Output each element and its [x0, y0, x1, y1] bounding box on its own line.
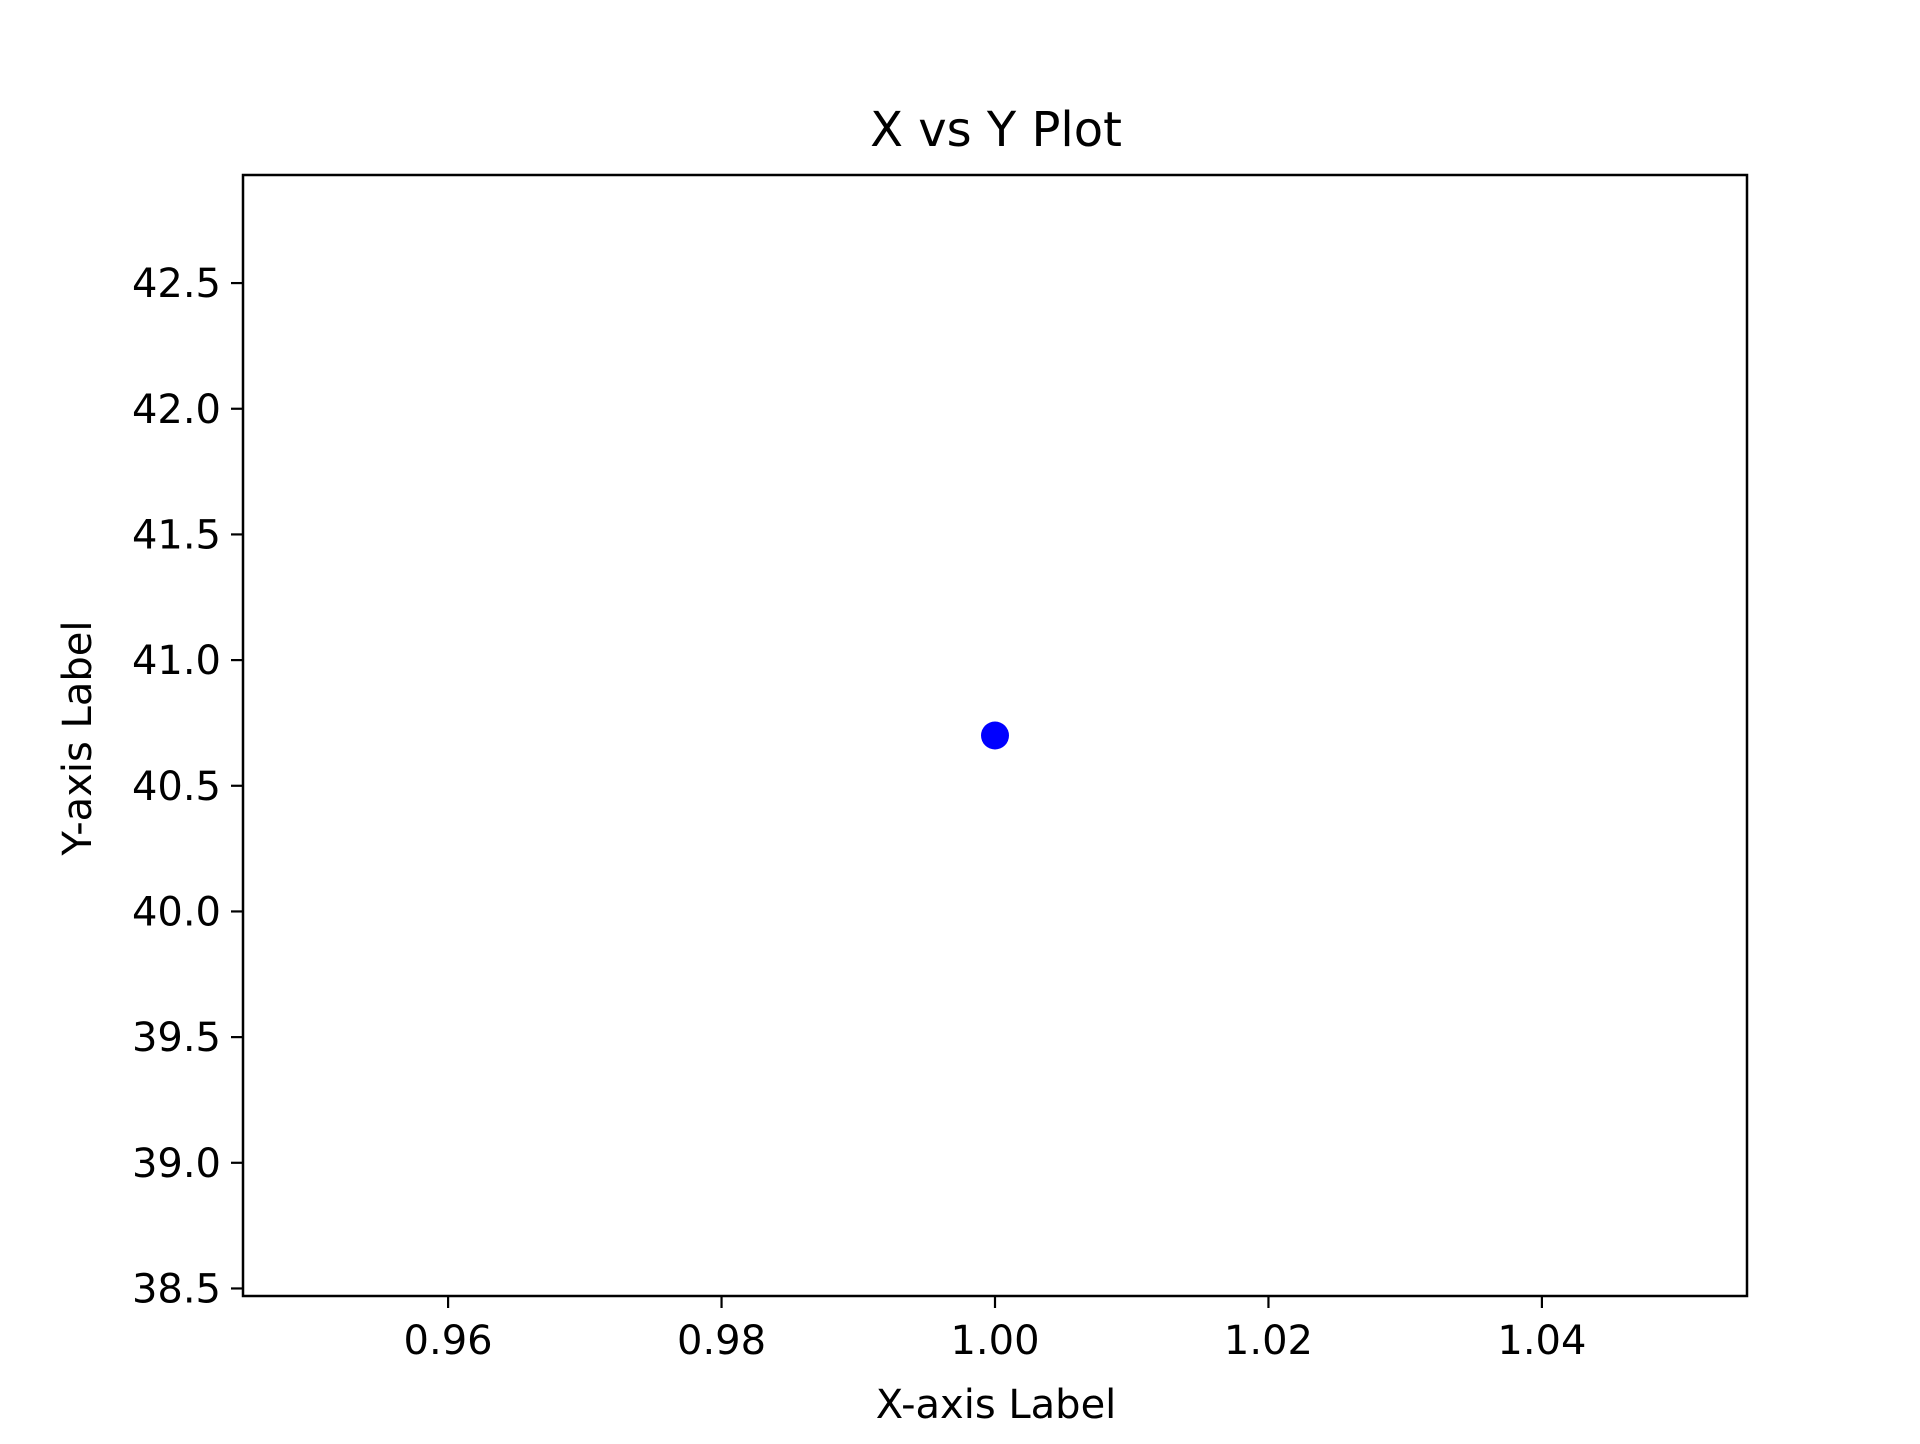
y-tick-label: 40.0 [132, 889, 221, 935]
y-tick-label: 40.5 [132, 764, 221, 810]
y-tick-label: 39.0 [132, 1141, 221, 1187]
y-tick-label: 42.5 [132, 261, 221, 307]
y-axis: 38.5 39.0 39.5 40.0 40.5 41.0 41.5 42.0 42.5 [132, 261, 243, 1312]
y-axis-title: Y-axis Label [55, 621, 101, 857]
x-tick-label: 0.98 [677, 1318, 766, 1364]
y-tick-label: 41.5 [132, 512, 221, 558]
x-tick-label: 1.00 [950, 1318, 1039, 1364]
x-axis: 0.96 0.98 1.00 1.02 1.04 [404, 1296, 1586, 1364]
x-tick-label: 1.02 [1224, 1318, 1313, 1364]
plot-area: 0.96 0.98 1.00 1.02 1.04 38.5 39.0 39.5 40.0 40.… [132, 173, 1749, 1364]
chart-title: X vs Y Plot [870, 102, 1122, 158]
y-tick-label: 38.5 [132, 1266, 221, 1312]
y-tick-label: 39.5 [132, 1015, 221, 1061]
x-tick-label: 1.04 [1497, 1318, 1586, 1364]
data-points [981, 721, 1009, 750]
y-tick-label: 41.0 [132, 638, 221, 684]
x-tick-label: 0.96 [404, 1318, 493, 1364]
x-axis-title: X-axis Label [876, 1382, 1117, 1428]
data-point [981, 721, 1009, 750]
y-tick-label: 42.0 [132, 387, 221, 433]
